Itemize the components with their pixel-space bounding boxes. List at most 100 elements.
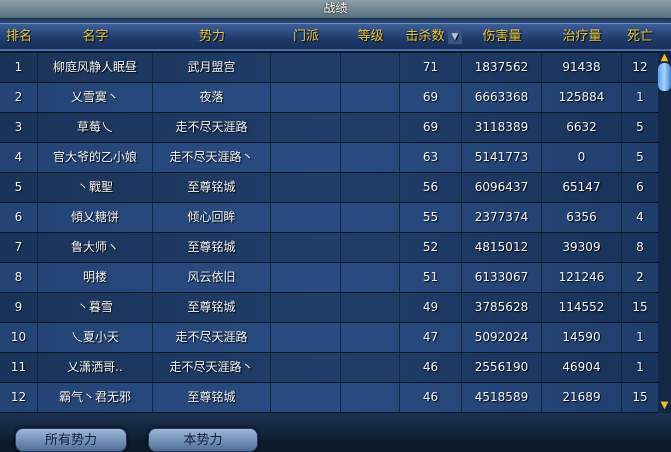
- column-header-label: 势力: [198, 29, 225, 44]
- cell-name: 官大爷的乙小娘: [38, 143, 153, 172]
- cell-rank: 4: [0, 143, 38, 172]
- table-row[interactable]: 8 明楼 风云依旧 51 6133067 121246 2: [0, 263, 658, 293]
- table-row[interactable]: 11 乂潇洒哥.. 走不尽天涯路丶 46 2556190 46904 1: [0, 353, 658, 383]
- cell-sect: [271, 323, 341, 352]
- cell-level: [341, 263, 400, 292]
- cell-rank: 3: [0, 113, 38, 142]
- column-header-label: 等级: [357, 29, 384, 44]
- scroll-up-icon[interactable]: ▲: [660, 52, 669, 63]
- cell-kills: 52: [400, 233, 462, 262]
- scroll-down-icon[interactable]: ▼: [660, 400, 669, 411]
- cell-level: [341, 353, 400, 382]
- table-row[interactable]: 12 霸气丶君无邪 至尊铭城 46 4518589 21689 15: [0, 383, 658, 413]
- cell-rank: 9: [0, 293, 38, 322]
- cell-faction: 风云依旧: [153, 263, 271, 292]
- column-header-sect[interactable]: 门派: [271, 24, 341, 49]
- cell-faction: 至尊铭城: [153, 383, 271, 412]
- cell-level: [341, 233, 400, 262]
- cell-sect: [271, 353, 341, 382]
- cell-name: 乂潇洒哥..: [38, 353, 153, 382]
- cell-damage: 3118389: [462, 113, 542, 142]
- cell-healing: 21689: [542, 383, 622, 412]
- cell-name: 丶戰聖: [38, 173, 153, 202]
- cell-sect: [271, 293, 341, 322]
- cell-faction: 倾心回眸: [153, 203, 271, 232]
- cell-deaths: 1: [636, 330, 644, 344]
- column-header-deaths[interactable]: 死亡: [622, 24, 658, 49]
- cell-kills: 56: [400, 173, 462, 202]
- cell-damage: 6133067: [462, 263, 542, 292]
- cell-deaths: 15: [632, 390, 648, 404]
- column-header-label: 名字: [82, 29, 109, 44]
- cell-name: 傾乂糖饼: [38, 203, 153, 232]
- cell-faction: 走不尽天涯路丶: [153, 143, 271, 172]
- cell-healing: 0: [542, 143, 622, 172]
- cell-rank: 8: [0, 263, 38, 292]
- cell-faction: 至尊铭城: [153, 173, 271, 202]
- cell-damage: 2377374: [462, 203, 542, 232]
- cell-sect: [271, 383, 341, 412]
- cell-sect: [271, 53, 341, 82]
- cell-healing: 6356: [542, 203, 622, 232]
- cell-faction: 走不尽天涯路: [153, 323, 271, 352]
- table-row[interactable]: 3 草莓乀 走不尽天涯路 69 3118389 6632 5: [0, 113, 658, 143]
- scrollbar-thumb[interactable]: [658, 63, 671, 91]
- cell-level: [341, 113, 400, 142]
- table-row[interactable]: 1 柳庭风静人眠昼 武月盟宫 71 1837562 91438 12: [0, 53, 658, 83]
- table-row[interactable]: 2 乂雪寞丶 夜落 69 6663368 125884 1: [0, 83, 658, 113]
- cell-deaths: 8: [636, 240, 644, 254]
- cell-kills: 69: [400, 113, 462, 142]
- cell-healing: 114552: [542, 293, 622, 322]
- cell-faction: 武月盟宫: [153, 53, 271, 82]
- table-row[interactable]: 5 丶戰聖 至尊铭城 56 6096437 65147 6: [0, 173, 658, 203]
- cell-damage: 1837562: [462, 53, 542, 82]
- table-row[interactable]: 10 乀夏小天 走不尽天涯路 47 5092024 14590 1: [0, 323, 658, 353]
- cell-deaths: 1: [636, 360, 644, 374]
- column-header-faction[interactable]: 势力: [153, 24, 271, 49]
- column-header-damage[interactable]: 伤害量: [462, 24, 542, 49]
- cell-damage: 3785628: [462, 293, 542, 322]
- cell-sect: [271, 143, 341, 172]
- column-header-healing[interactable]: 治疗量: [542, 24, 622, 49]
- cell-rank: 5: [0, 173, 38, 202]
- cell-deaths: 2: [636, 270, 644, 284]
- sort-descending-icon[interactable]: ▼: [448, 30, 462, 44]
- cell-deaths: 5: [636, 120, 644, 134]
- column-header-label: 门派: [292, 29, 319, 44]
- table-row[interactable]: 9 丶暮雪 至尊铭城 49 3785628 114552 15: [0, 293, 658, 323]
- scrollbar[interactable]: ▲ ▼: [658, 53, 671, 413]
- cell-rank: 10: [0, 323, 38, 352]
- column-header-kills[interactable]: 击杀数 ▼: [400, 24, 462, 49]
- cell-healing: 65147: [542, 173, 622, 202]
- cell-kills: 49: [400, 293, 462, 322]
- cell-level: [341, 53, 400, 82]
- all-factions-button[interactable]: 所有势力: [15, 428, 127, 452]
- cell-sect: [271, 203, 341, 232]
- cell-rank: 2: [0, 83, 38, 112]
- cell-damage: 4518589: [462, 383, 542, 412]
- column-header-rank[interactable]: 排名: [0, 24, 38, 49]
- cell-deaths: 6: [636, 180, 644, 194]
- cell-healing: 14590: [542, 323, 622, 352]
- cell-deaths: 12: [632, 60, 648, 74]
- cell-healing: 121246: [542, 263, 622, 292]
- table-row[interactable]: 6 傾乂糖饼 倾心回眸 55 2377374 6356 4: [0, 203, 658, 233]
- column-header-level[interactable]: 等级: [341, 24, 400, 49]
- column-header-name[interactable]: 名字: [38, 24, 153, 49]
- own-faction-button[interactable]: 本势力: [148, 428, 258, 452]
- cell-damage: 5092024: [462, 323, 542, 352]
- cell-rank: 11: [0, 353, 38, 382]
- cell-sect: [271, 113, 341, 142]
- cell-faction: 至尊铭城: [153, 293, 271, 322]
- cell-kills: 71: [400, 53, 462, 82]
- cell-name: 明楼: [38, 263, 153, 292]
- cell-level: [341, 203, 400, 232]
- cell-healing: 46904: [542, 353, 622, 382]
- cell-kills: 63: [400, 143, 462, 172]
- table-row[interactable]: 7 鲁大师ヽ 至尊铭城 52 4815012 39309 8: [0, 233, 658, 263]
- table-row[interactable]: 4 官大爷的乙小娘 走不尽天涯路丶 63 5141773 0 5: [0, 143, 658, 173]
- cell-level: [341, 83, 400, 112]
- cell-deaths: 4: [636, 210, 644, 224]
- cell-faction: 夜落: [153, 83, 271, 112]
- cell-healing: 6632: [542, 113, 622, 142]
